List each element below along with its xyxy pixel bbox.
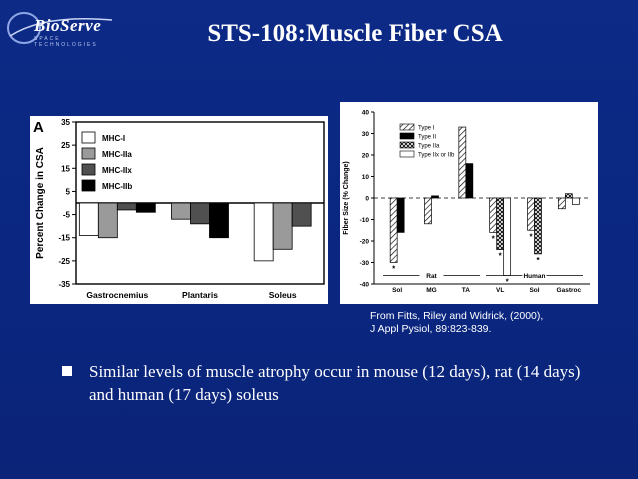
logo-subtext: SPACE TECHNOLOGIES <box>34 36 98 48</box>
bar <box>527 197 535 231</box>
legend-label: MHC-IIa <box>102 150 132 159</box>
significance-mark: * <box>499 252 503 261</box>
bar <box>171 202 191 220</box>
x-tick-label: Soleus <box>269 290 297 300</box>
bullet-text: Similar levels of muscle atrophy occur i… <box>89 362 581 404</box>
chart-a-svg: A Percent Change in CSA 35 25 15 5 -5 -15 -25 -35… <box>33 118 325 300</box>
legend-swatch <box>399 132 415 140</box>
x-tick-label: Gastrocnemius <box>86 290 148 300</box>
legend-label: MHC-IIb <box>102 182 132 191</box>
bar <box>465 163 474 199</box>
y-tick-label: -5 <box>63 211 71 220</box>
legend-swatch <box>399 141 415 149</box>
bar <box>389 197 398 263</box>
logo-text: BioServe <box>34 16 102 35</box>
y-tick-label: 15 <box>61 164 70 173</box>
y-tick-label: -15 <box>58 234 70 243</box>
bar <box>253 202 274 262</box>
y-tick-label: -20 <box>360 239 370 246</box>
y-tick-label: -40 <box>360 282 370 289</box>
bar <box>503 197 512 276</box>
y-tick-label: -10 <box>360 217 370 224</box>
bar <box>557 197 566 210</box>
logo-swoosh-icon <box>7 12 113 44</box>
legend-swatch <box>81 163 96 176</box>
bar <box>489 197 498 233</box>
bar <box>496 197 505 250</box>
plot-frame <box>75 121 325 285</box>
y-tick-label: 0 <box>365 196 369 203</box>
chart-fiber-size: Fiber Size (% Change) 40 30 20 10 0 -10 -20 -30 -… <box>340 102 598 304</box>
citation-line-1: From Fitts, Riley and Widrick, (2000), <box>370 310 544 322</box>
bar <box>396 197 405 233</box>
y-tick-label: -30 <box>360 260 370 267</box>
citation-line-2: J Appl Pysiol, 89:823-839. <box>370 323 492 335</box>
bar <box>135 202 156 213</box>
legend-label: Type IIx or IIb <box>418 153 455 159</box>
citation: From Fitts, Riley and Widrick, (2000), J… <box>370 310 543 336</box>
y-tick-label: 5 <box>66 187 71 196</box>
legend-swatch <box>399 150 415 158</box>
legend-swatch <box>81 147 96 160</box>
slide-title: STS-108:Muscle Fiber CSA <box>207 20 503 47</box>
bar <box>291 202 312 227</box>
group-label: Human <box>523 273 545 280</box>
significance-mark: * <box>506 277 510 286</box>
x-tick-label: TA <box>462 287 470 294</box>
y-tick-label: 35 <box>61 118 70 127</box>
legend-swatch <box>399 123 415 131</box>
bullet-square-icon <box>62 366 72 376</box>
y-tick-label: 20 <box>362 153 370 160</box>
bar <box>209 202 229 239</box>
group-label: Rat <box>426 273 437 280</box>
y-axis-label: Fiber Size (% Change) <box>343 161 350 235</box>
bar <box>78 202 99 236</box>
x-tick-label: VL <box>496 287 504 294</box>
bar <box>272 202 293 250</box>
y-tick-label: 25 <box>61 141 70 150</box>
legend-label: Type IIa <box>418 144 440 150</box>
y-tick-label: -35 <box>58 280 70 289</box>
significance-mark: * <box>492 234 496 243</box>
bioserve-logo: BioServe SPACE TECHNOLOGIES <box>4 6 116 50</box>
bar <box>571 197 580 205</box>
x-tick-label: Sol <box>529 287 539 294</box>
bar <box>534 197 542 255</box>
x-tick-label: Gastroc <box>557 287 582 294</box>
bar <box>116 202 137 211</box>
bar <box>97 202 118 239</box>
bar <box>190 202 210 225</box>
legend-swatch <box>81 179 96 192</box>
x-tick-label: Plantaris <box>182 290 218 300</box>
x-tick-label: Sol <box>392 287 402 294</box>
chart-percent-change-csa: A Percent Change in CSA 35 25 15 5 -5 -15 -25 -35… <box>30 116 328 304</box>
chart-b-svg: Fiber Size (% Change) 40 30 20 10 0 -10 -20 -30 -… <box>343 110 590 294</box>
x-tick-label: MG <box>426 287 436 294</box>
y-axis-label: Percent Change in CSA <box>35 147 46 259</box>
y-tick-label: 40 <box>362 110 370 117</box>
panel-label: A <box>33 119 44 136</box>
bar <box>431 195 439 199</box>
legend-label: MHC-I <box>102 134 125 143</box>
significance-mark: * <box>536 256 540 265</box>
significance-mark: * <box>529 232 533 241</box>
significance-mark: * <box>392 265 396 274</box>
legend-label: Type II <box>418 135 436 141</box>
bar <box>424 197 432 225</box>
legend-label: Type I <box>418 126 435 132</box>
y-tick-label: 30 <box>362 131 370 138</box>
legend-swatch <box>81 131 96 144</box>
bar <box>458 126 467 199</box>
legend-label: MHC-IIx <box>102 166 132 175</box>
bar <box>564 193 573 199</box>
y-tick-label: 10 <box>362 174 370 181</box>
y-tick-label: -25 <box>58 257 70 266</box>
